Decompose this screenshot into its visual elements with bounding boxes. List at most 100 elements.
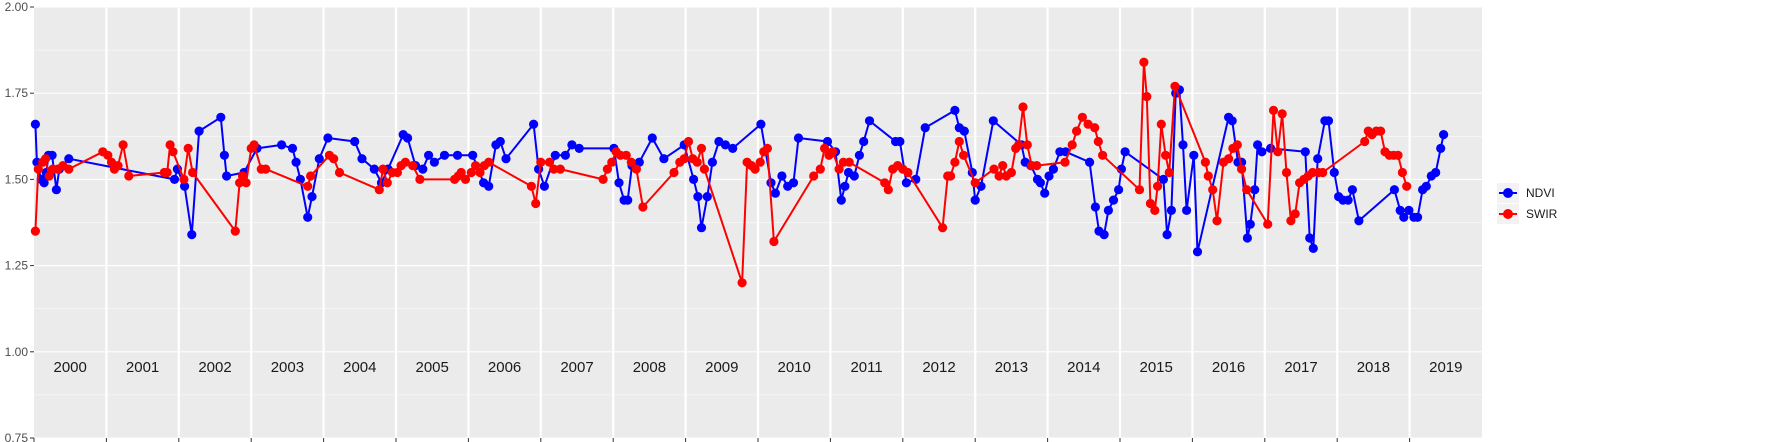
ndvi-point	[277, 140, 287, 150]
year-label: 2018	[1357, 359, 1390, 376]
ndvi-point	[468, 150, 478, 160]
ndvi-point	[901, 178, 912, 188]
ndvi-point	[707, 157, 718, 167]
ndvi-point	[51, 185, 62, 195]
swir-point	[113, 161, 123, 171]
ndvi-point	[1120, 147, 1130, 157]
year-label: 2004	[343, 359, 376, 376]
swir-point	[607, 157, 617, 167]
ndvi-point	[849, 171, 859, 181]
ndvi-point	[864, 116, 875, 126]
ndvi-point	[728, 143, 738, 153]
ndvi-point	[539, 181, 550, 191]
swir-point	[621, 150, 631, 160]
year-label: 2008	[633, 359, 666, 376]
ndvi-point	[920, 123, 930, 133]
ndvi-point	[403, 133, 413, 143]
swir-point	[828, 147, 838, 157]
swir-point	[737, 278, 747, 288]
ndvi-point	[1108, 195, 1119, 205]
ndvi-point	[1040, 188, 1050, 198]
year-label: 2003	[271, 359, 304, 376]
swir-point	[378, 164, 388, 174]
swir-point	[679, 154, 689, 164]
ndvi-point	[623, 195, 633, 205]
swir-point	[237, 171, 248, 181]
ndvi-point	[169, 174, 180, 184]
ndvi-point	[614, 178, 624, 188]
year-label: 2014	[1067, 359, 1100, 376]
ndvi-point	[560, 150, 571, 160]
legend-marker-swir	[1503, 209, 1513, 219]
ndvi-point	[484, 181, 494, 191]
ndvi-point	[429, 157, 439, 167]
swir-point	[903, 167, 913, 178]
swir-point	[484, 157, 494, 167]
ndvi-point	[1329, 167, 1339, 178]
ndvi-point	[1313, 154, 1323, 164]
ndvi-point	[194, 126, 204, 136]
ndvi-point	[369, 164, 379, 174]
legend: NDVI SWIR	[1497, 183, 1558, 224]
ndvi-point	[634, 157, 644, 167]
swir-point	[1139, 57, 1149, 67]
ndvi-point	[1035, 178, 1045, 188]
swir-point	[1203, 171, 1213, 181]
swir-point	[124, 171, 134, 181]
year-label: 2002	[198, 359, 231, 376]
swir-point	[1242, 185, 1252, 195]
swir-point	[989, 164, 999, 174]
swir-point	[165, 140, 175, 150]
ndvi-point	[219, 150, 229, 160]
swir-point	[1281, 167, 1292, 178]
swir-point	[329, 154, 339, 164]
ndvi-point	[495, 136, 505, 147]
ndvi-point	[689, 174, 699, 184]
ndvi-point	[1300, 147, 1310, 157]
swir-point	[1164, 167, 1174, 178]
swir-point	[815, 164, 825, 174]
ndvi-point	[291, 157, 301, 167]
swir-point	[261, 164, 271, 174]
swir-point	[938, 223, 948, 233]
swir-point	[334, 167, 345, 178]
swir-point	[1237, 164, 1247, 174]
swir-point	[631, 164, 642, 174]
swir-point	[64, 164, 74, 174]
ndvi-point	[1431, 167, 1441, 178]
swir-point	[1200, 157, 1210, 167]
year-label: 2017	[1284, 359, 1317, 376]
ndvi-point	[702, 192, 712, 202]
year-label: 2005	[416, 359, 449, 376]
y-tick-label: 2.00	[5, 0, 29, 14]
y-tick-label: 0.75	[5, 431, 29, 442]
swir-point	[1376, 126, 1386, 136]
swir-point	[598, 174, 608, 184]
ndvi-point	[1044, 171, 1054, 181]
ndvi-point	[439, 150, 450, 160]
swir-point	[382, 178, 392, 188]
swir-point	[1224, 154, 1234, 164]
swir-point	[303, 181, 313, 191]
ndvi-point	[854, 150, 865, 160]
swir-point	[162, 167, 172, 178]
year-label: 2012	[922, 359, 955, 376]
ndvi-point	[988, 116, 998, 126]
y-tick-label: 1.50	[5, 172, 29, 186]
swir-point	[1077, 112, 1087, 122]
year-label: 2010	[778, 359, 811, 376]
ndvi-point	[1308, 243, 1318, 253]
swir-point	[1090, 123, 1100, 133]
year-label: 2001	[126, 359, 159, 376]
ndvi-point	[1343, 195, 1353, 205]
swir-point	[183, 143, 193, 153]
swir-point	[1145, 198, 1155, 209]
swir-point	[1032, 161, 1042, 171]
ndvi-point	[836, 195, 846, 205]
ndvi-point	[1421, 181, 1431, 191]
ndvi-point	[303, 212, 313, 222]
swir-point	[1072, 126, 1082, 136]
swir-point	[392, 167, 402, 178]
swir-point	[415, 174, 425, 184]
